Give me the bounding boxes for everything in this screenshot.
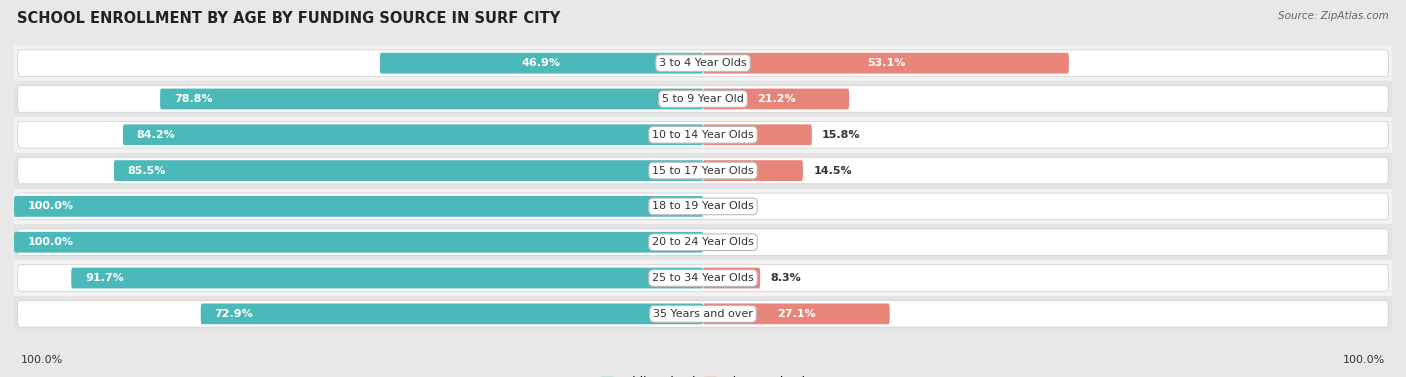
FancyBboxPatch shape: [201, 303, 703, 324]
FancyBboxPatch shape: [703, 303, 890, 324]
FancyBboxPatch shape: [703, 53, 1069, 74]
FancyBboxPatch shape: [14, 196, 703, 217]
Text: 8.3%: 8.3%: [770, 273, 801, 283]
Text: 72.9%: 72.9%: [215, 309, 253, 319]
FancyBboxPatch shape: [703, 124, 811, 145]
FancyBboxPatch shape: [114, 160, 703, 181]
Text: Source: ZipAtlas.com: Source: ZipAtlas.com: [1278, 11, 1389, 21]
Text: 100.0%: 100.0%: [21, 355, 63, 365]
Text: 0.0%: 0.0%: [713, 237, 744, 247]
Text: 15 to 17 Year Olds: 15 to 17 Year Olds: [652, 166, 754, 176]
Text: 25 to 34 Year Olds: 25 to 34 Year Olds: [652, 273, 754, 283]
FancyBboxPatch shape: [122, 124, 703, 145]
Text: 27.1%: 27.1%: [778, 309, 815, 319]
Bar: [14, 153, 1392, 188]
Bar: [14, 296, 1392, 332]
FancyBboxPatch shape: [17, 86, 1389, 112]
FancyBboxPatch shape: [17, 157, 1389, 184]
Text: 100.0%: 100.0%: [28, 201, 75, 211]
Text: 15.8%: 15.8%: [823, 130, 860, 140]
Text: 10 to 14 Year Olds: 10 to 14 Year Olds: [652, 130, 754, 140]
Bar: [14, 117, 1392, 153]
Text: 35 Years and over: 35 Years and over: [652, 309, 754, 319]
Bar: [14, 260, 1392, 296]
Bar: [14, 45, 1392, 81]
Text: 46.9%: 46.9%: [522, 58, 561, 68]
Text: 3 to 4 Year Olds: 3 to 4 Year Olds: [659, 58, 747, 68]
FancyBboxPatch shape: [72, 268, 703, 288]
Text: 20 to 24 Year Olds: 20 to 24 Year Olds: [652, 237, 754, 247]
Bar: [14, 188, 1392, 224]
Text: 18 to 19 Year Olds: 18 to 19 Year Olds: [652, 201, 754, 211]
FancyBboxPatch shape: [17, 193, 1389, 220]
Text: 100.0%: 100.0%: [28, 237, 75, 247]
FancyBboxPatch shape: [160, 89, 703, 109]
FancyBboxPatch shape: [703, 160, 803, 181]
Text: 85.5%: 85.5%: [128, 166, 166, 176]
FancyBboxPatch shape: [14, 232, 703, 253]
Text: SCHOOL ENROLLMENT BY AGE BY FUNDING SOURCE IN SURF CITY: SCHOOL ENROLLMENT BY AGE BY FUNDING SOUR…: [17, 11, 560, 26]
Legend: Public School, Private School: Public School, Private School: [600, 376, 806, 377]
Text: 78.8%: 78.8%: [174, 94, 212, 104]
FancyBboxPatch shape: [17, 229, 1389, 256]
Text: 5 to 9 Year Old: 5 to 9 Year Old: [662, 94, 744, 104]
Text: 84.2%: 84.2%: [136, 130, 176, 140]
FancyBboxPatch shape: [703, 268, 761, 288]
Text: 21.2%: 21.2%: [756, 94, 796, 104]
FancyBboxPatch shape: [17, 50, 1389, 77]
FancyBboxPatch shape: [17, 121, 1389, 148]
Bar: [14, 224, 1392, 260]
Text: 0.0%: 0.0%: [713, 201, 744, 211]
Bar: [14, 81, 1392, 117]
FancyBboxPatch shape: [17, 265, 1389, 291]
FancyBboxPatch shape: [703, 89, 849, 109]
Text: 91.7%: 91.7%: [84, 273, 124, 283]
Text: 53.1%: 53.1%: [866, 58, 905, 68]
Text: 100.0%: 100.0%: [1343, 355, 1385, 365]
Text: 14.5%: 14.5%: [813, 166, 852, 176]
FancyBboxPatch shape: [380, 53, 703, 74]
FancyBboxPatch shape: [17, 300, 1389, 327]
